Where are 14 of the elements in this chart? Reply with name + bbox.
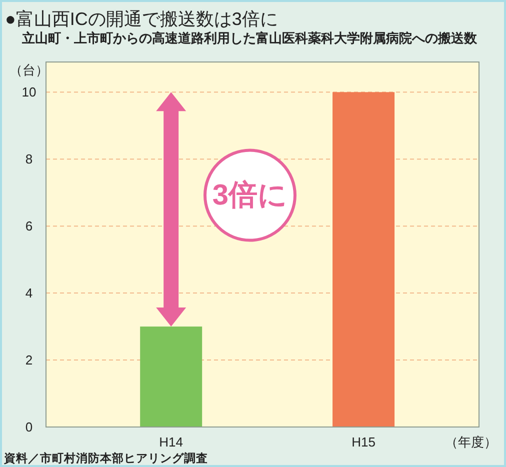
subtitle: 立山町・上市町からの高速道路利用した富山医科薬科大学附属病院への搬送数 — [22, 30, 477, 46]
y-tick-label: 6 — [25, 218, 33, 234]
x-tick-label: H15 — [352, 434, 376, 450]
annotation: 3倍に — [212, 179, 288, 212]
source: 資料／市町村消防本部ヒアリング調査 — [4, 453, 208, 465]
y-tick-label: 4 — [25, 286, 33, 301]
y-tick-label: 8 — [25, 152, 33, 167]
ylabel: （台） — [10, 62, 48, 78]
xlabel: （年度） — [445, 434, 497, 450]
y-tick-label: 0 — [25, 420, 33, 434]
x-tick-label: H14 — [159, 434, 184, 450]
y-tick-label: 10 — [22, 84, 36, 100]
title: ●富山西ICの開通で搬送数は3倍に — [5, 9, 278, 29]
y-tick-label: 2 — [25, 352, 33, 368]
